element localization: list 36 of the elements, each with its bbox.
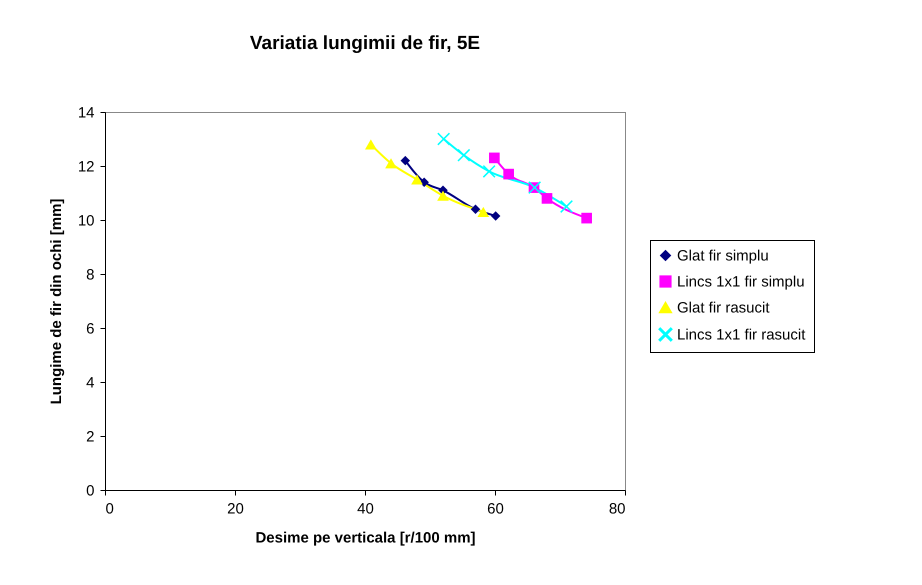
y-tick-label: 0 — [86, 482, 94, 500]
chart-title: Variatia lungimii de fir, 5E — [250, 33, 480, 54]
point — [560, 200, 573, 213]
y-axis-title: Lungime de fir din ochi [mm] — [48, 198, 65, 404]
point — [411, 174, 423, 185]
legend-label: Lincs 1x1 fir simplu — [677, 274, 805, 290]
point — [470, 204, 480, 214]
point — [490, 211, 500, 221]
point — [503, 168, 514, 180]
x-tick-label: 80 — [608, 500, 626, 518]
legend-label: Glat fir rasucit — [677, 300, 770, 316]
x-tick-label: 60 — [487, 500, 504, 518]
legend-label: Lincs 1x1 fir rasucit — [677, 326, 806, 344]
point — [385, 158, 397, 168]
x-tick-label: 20 — [227, 500, 244, 518]
point — [457, 148, 470, 162]
y-tick-label: 2 — [86, 428, 94, 446]
y-tick-label: 10 — [78, 212, 94, 230]
x-axis-title: Desime pe verticala [r/100 mm] — [255, 530, 476, 546]
x-tick-label: 0 — [106, 500, 114, 518]
legend-label: Glat fir simplu — [677, 248, 769, 264]
y-tick-label: 6 — [86, 320, 94, 338]
point — [482, 165, 496, 178]
y-tick-label: 8 — [86, 266, 94, 284]
point — [477, 206, 490, 217]
point — [365, 139, 377, 150]
y-tick-label: 4 — [86, 374, 94, 392]
point — [437, 132, 450, 146]
point — [581, 212, 592, 224]
point — [542, 193, 552, 204]
y-tick-label: 14 — [78, 104, 94, 122]
point — [437, 190, 449, 201]
y-tick-label: 12 — [78, 158, 94, 176]
x-tick-label: 40 — [357, 500, 374, 518]
point — [400, 156, 410, 166]
point — [489, 152, 500, 164]
